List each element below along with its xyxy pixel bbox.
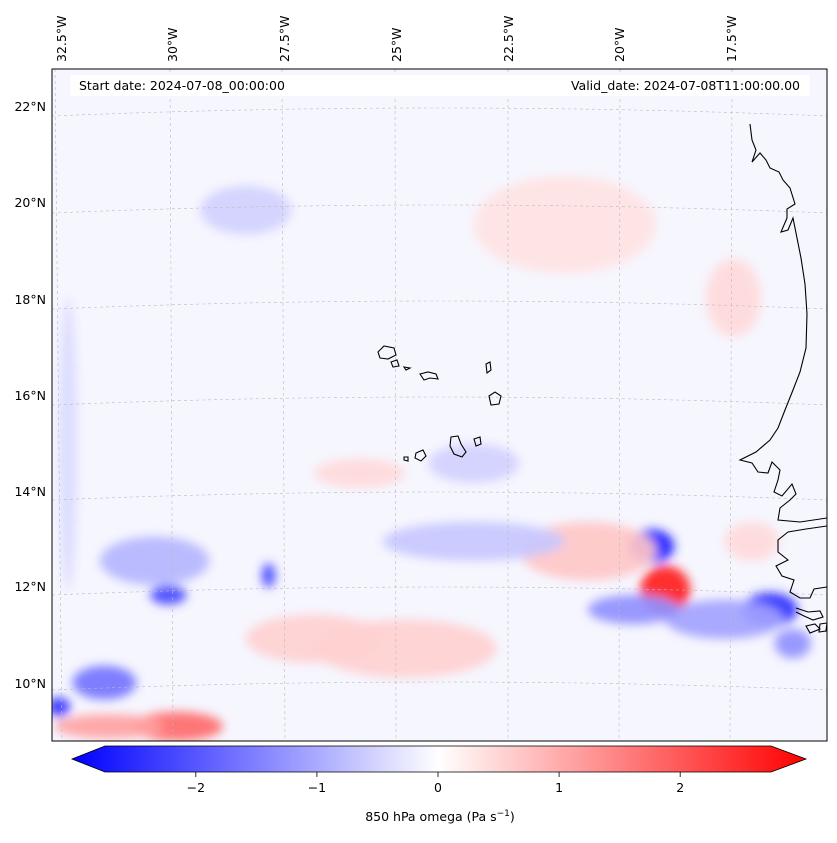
map-panel: Start date: 2024-07-08_00:00:00 Valid_da… xyxy=(51,68,828,742)
omega-feature-22 xyxy=(314,458,406,488)
senegal-gambia-coast xyxy=(775,525,827,599)
omega-feature-12 xyxy=(99,536,210,586)
west-africa-coast xyxy=(738,123,827,523)
santo-antao-island xyxy=(377,345,397,360)
omega-feature-8 xyxy=(72,665,137,700)
colorbar-gradient xyxy=(70,745,808,773)
lon-label-32-5w: 32.5°W xyxy=(54,16,69,62)
fogo-island xyxy=(414,449,427,462)
bijagos-islands xyxy=(805,622,827,634)
omega-feature-11 xyxy=(54,714,164,739)
boa-vista-island xyxy=(488,391,502,406)
omega-feature-20 xyxy=(58,297,78,591)
colorbar-ticks: −2 −1 0 1 2 xyxy=(187,772,684,795)
longitude-axis: 32.5°W 30°W 27.5°W 25°W 22.5°W 20°W 17.5… xyxy=(54,16,739,62)
sao-nicolau-island xyxy=(419,371,439,381)
lat-label-14n: 14°N xyxy=(14,484,46,499)
lat-label-18n: 18°N xyxy=(14,292,46,307)
valid-date-label: Valid_date: 2024-07-08T11:00:00.00 xyxy=(571,78,800,93)
lat-label-22n: 22°N xyxy=(14,99,46,114)
lon-label-17-5w: 17.5°W xyxy=(724,16,739,62)
lat-label-10n: 10°N xyxy=(14,676,46,691)
colorbar-tick-label-1: −1 xyxy=(308,780,326,795)
omega-feature-16 xyxy=(245,614,383,663)
colorbar-label: 850 hPa omega (Pa s−1) xyxy=(365,809,515,824)
brava-island xyxy=(403,456,409,462)
lat-label-20n: 20°N xyxy=(14,195,46,210)
start-date-label: Start date: 2024-07-08_00:00:00 xyxy=(79,78,285,93)
lon-label-25w: 25°W xyxy=(389,27,404,62)
colorbar-label-close: ) xyxy=(510,809,515,824)
lon-label-22-5w: 22.5°W xyxy=(501,16,516,62)
graticule xyxy=(52,69,827,741)
latitude-axis: 22°N 20°N 18°N 16°N 14°N 12°N 10°N xyxy=(14,99,46,691)
maio-island xyxy=(473,436,482,447)
colorbar-tick-label-3: 1 xyxy=(555,780,563,795)
omega-field xyxy=(52,176,811,741)
omega-feature-23 xyxy=(724,521,780,561)
omega-feature-6 xyxy=(150,585,187,605)
colorbar-tick-label-2: 0 xyxy=(434,780,442,795)
colorbar-tick-label-0: −2 xyxy=(187,780,205,795)
colorbar-tick-label-4: 2 xyxy=(676,780,684,795)
sal-island xyxy=(485,361,492,375)
omega-feature-5 xyxy=(774,629,811,659)
omega-feature-18 xyxy=(473,176,657,274)
omega-feature-3 xyxy=(665,599,784,639)
omega-feature-9 xyxy=(52,697,71,717)
colorbar: −2 −1 0 1 2 850 hPa omega (Pa s−1) xyxy=(70,745,808,824)
coastline xyxy=(377,123,827,634)
colorbar-label-text: 850 hPa omega (Pa s xyxy=(365,809,496,824)
lon-label-30w: 30°W xyxy=(165,27,180,62)
sao-vicente-island xyxy=(390,359,400,368)
omega-feature-19 xyxy=(706,258,761,337)
omega-feature-17 xyxy=(200,185,292,235)
lon-label-20w: 20°W xyxy=(612,27,627,62)
map-frame xyxy=(51,68,828,742)
lon-label-27-5w: 27.5°W xyxy=(277,16,292,62)
omega-feature-7 xyxy=(261,563,276,588)
omega-feature-10 xyxy=(131,711,223,741)
omega-feature-21 xyxy=(428,443,520,483)
lat-label-16n: 16°N xyxy=(14,388,46,403)
date-header-band xyxy=(70,75,810,96)
guinea-bissau-coast xyxy=(795,607,824,621)
santiago-island xyxy=(449,435,467,458)
colorbar-label-exponent: −1 xyxy=(497,809,510,819)
omega-feature-14 xyxy=(382,521,565,561)
lat-label-12n: 12°N xyxy=(14,579,46,594)
santa-luzia-island xyxy=(402,366,412,371)
omega-feature-4 xyxy=(587,594,679,625)
